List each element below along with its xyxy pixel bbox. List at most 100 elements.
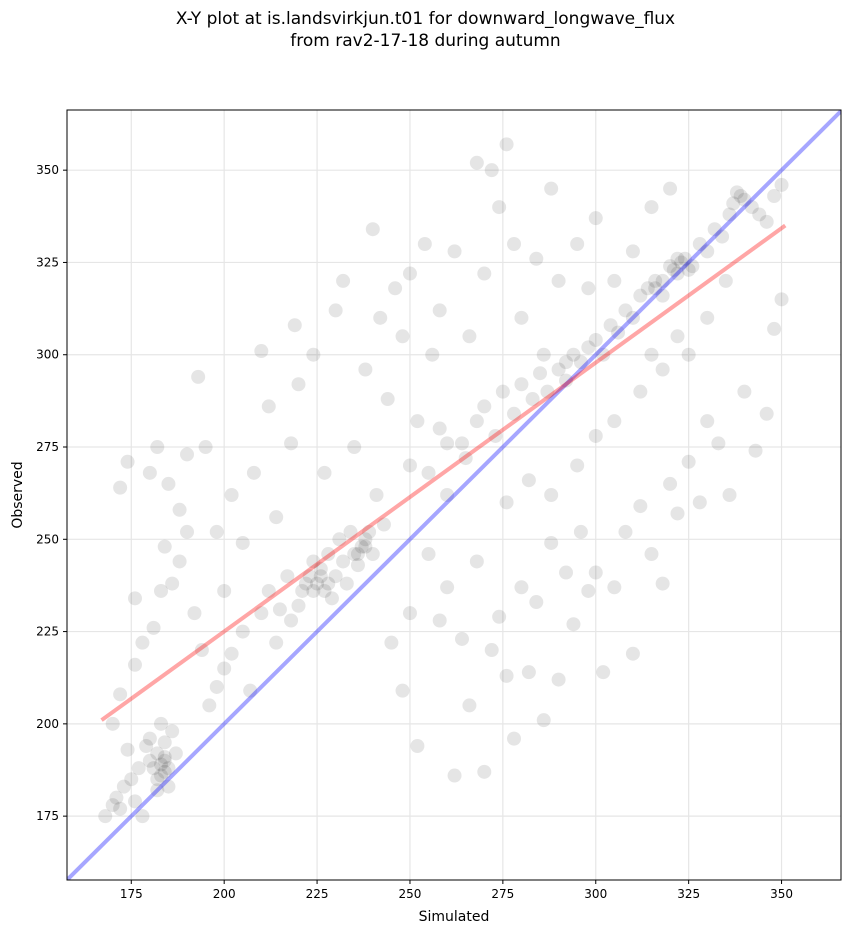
data-point — [681, 347, 696, 362]
data-point — [157, 753, 172, 768]
data-point — [161, 476, 176, 491]
data-point — [113, 687, 128, 702]
data-point — [566, 617, 581, 632]
data-point — [707, 222, 722, 237]
data-point — [376, 517, 391, 532]
data-point — [321, 547, 336, 562]
data-point — [581, 340, 596, 355]
data-point — [261, 399, 276, 414]
data-point — [150, 783, 165, 798]
data-point — [421, 547, 436, 562]
data-point — [488, 428, 503, 443]
data-point — [618, 303, 633, 318]
data-point — [317, 465, 332, 480]
data-point — [135, 809, 150, 824]
data-point — [559, 565, 574, 580]
data-point — [154, 583, 169, 598]
grid — [67, 110, 841, 880]
data-point — [462, 698, 477, 713]
data-point — [462, 329, 477, 344]
data-point — [674, 255, 689, 270]
data-point — [306, 347, 321, 362]
data-point — [306, 583, 321, 598]
data-point — [284, 613, 299, 628]
data-point — [261, 583, 276, 598]
data-point — [752, 207, 767, 222]
data-point — [217, 583, 232, 598]
data-point — [677, 251, 692, 266]
data-point — [533, 366, 548, 381]
data-point — [666, 262, 681, 277]
x-tick-label: 325 — [677, 887, 700, 901]
data-point — [655, 273, 670, 288]
data-point — [440, 580, 455, 595]
data-point — [347, 547, 362, 562]
data-point — [417, 236, 432, 251]
data-point — [477, 764, 492, 779]
data-point — [209, 679, 224, 694]
data-point — [611, 325, 626, 340]
data-point — [559, 355, 574, 370]
data-point — [198, 440, 213, 455]
data-point — [291, 377, 306, 392]
data-point — [142, 753, 157, 768]
data-point — [165, 576, 180, 591]
data-point — [161, 761, 176, 776]
data-point — [410, 739, 425, 754]
data-point — [410, 414, 425, 429]
data-point — [127, 657, 142, 672]
data-point — [477, 399, 492, 414]
data-point — [354, 539, 369, 554]
data-point — [447, 768, 462, 783]
data-point — [492, 200, 507, 215]
data-point — [217, 661, 232, 676]
data-point — [272, 602, 287, 617]
data-point — [748, 443, 763, 458]
data-point — [663, 476, 678, 491]
data-point — [168, 746, 183, 761]
data-point — [596, 665, 611, 680]
data-point — [172, 502, 187, 517]
data-point — [380, 392, 395, 407]
data-point — [373, 310, 388, 325]
data-point — [670, 506, 685, 521]
data-point — [607, 273, 622, 288]
data-point — [607, 580, 622, 595]
data-point — [499, 137, 514, 152]
data-point — [254, 344, 269, 359]
y-tick-label: 200 — [36, 717, 59, 731]
data-point — [180, 524, 195, 539]
data-point — [544, 181, 559, 196]
data-point — [447, 244, 462, 259]
y-axis-label: Observed — [10, 461, 26, 528]
data-point — [700, 310, 715, 325]
data-point — [644, 347, 659, 362]
data-point — [432, 421, 447, 436]
data-point — [280, 569, 295, 584]
data-point — [425, 347, 440, 362]
data-point — [514, 580, 529, 595]
data-point — [154, 757, 169, 772]
data-point — [625, 244, 640, 259]
data-point — [224, 488, 239, 502]
data-point — [759, 214, 774, 229]
data-point — [726, 196, 741, 211]
x-tick-label: 300 — [584, 887, 607, 901]
data-point — [588, 565, 603, 580]
data-point — [187, 606, 202, 621]
data-point — [596, 347, 611, 362]
data-point — [432, 303, 447, 318]
data-point — [477, 266, 492, 281]
x-tick-label: 275 — [491, 887, 514, 901]
data-point — [774, 292, 789, 307]
data-point — [737, 192, 752, 207]
data-point — [369, 488, 384, 502]
y-tick-label: 325 — [36, 255, 59, 269]
data-point — [685, 259, 700, 274]
data-point — [384, 635, 399, 650]
data-point — [402, 266, 417, 281]
data-point — [521, 665, 536, 680]
data-point — [454, 436, 469, 451]
chart-title-line1: X-Y plot at is.landsvirkjun.t01 for down… — [175, 9, 676, 29]
data-point — [722, 488, 737, 502]
